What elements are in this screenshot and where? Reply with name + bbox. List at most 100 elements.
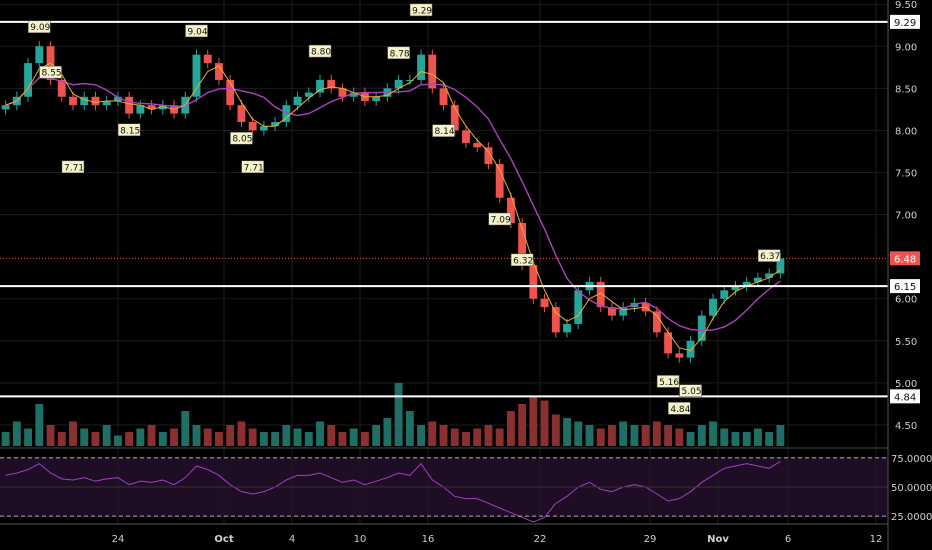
candle-body-56 [630, 302, 639, 308]
candle-body-31 [349, 92, 358, 97]
candle-body-45 [506, 197, 515, 223]
volume-bar-34 [383, 418, 392, 446]
rsi-axis[interactable]: 75.0000 50.0000 25.0000 [891, 454, 932, 523]
current-price-label: 6.48 [894, 254, 916, 265]
annotation-box-10 [409, 3, 433, 17]
annotation-label-1: 7.71 [64, 163, 84, 173]
volume-bar-22 [248, 428, 257, 446]
level-tag-0 [890, 14, 920, 29]
volume-bar-20 [226, 425, 235, 446]
candle-body-7 [80, 96, 89, 106]
price-tick-7: 5.50 [895, 337, 917, 348]
annotation-label-11: 7.09 [491, 216, 511, 226]
candle-body-66 [742, 281, 751, 287]
level-label-1: 6.15 [894, 282, 916, 293]
volume-bar-26 [293, 428, 302, 446]
candle-body-55 [619, 307, 628, 316]
volume-bar-3 [35, 404, 44, 446]
volume-bar-52 [585, 425, 594, 446]
candle-body-61 [686, 340, 695, 358]
candle-body-50 [563, 323, 571, 333]
volume-bar-10 [113, 435, 122, 446]
volume-bar-66 [742, 432, 751, 446]
candle-body-29 [327, 79, 336, 89]
candle-body-26 [293, 96, 302, 106]
volume-bar-59 [664, 425, 673, 446]
candle-body-38 [428, 54, 437, 89]
candle-body-8 [91, 96, 100, 106]
price-tick-4: 7.50 [895, 169, 917, 180]
annotation-box-14 [656, 375, 680, 388]
candle-body-37 [417, 54, 426, 80]
volume-bar-16 [181, 411, 190, 446]
price-tick-3: 8.00 [895, 126, 917, 137]
candle-body-63 [709, 298, 717, 316]
time-tick-9: 12 [870, 534, 883, 545]
level-tag-2 [890, 389, 920, 404]
volume-bar-12 [136, 428, 145, 446]
time-tick-5: 22 [534, 534, 547, 545]
candle-body-27 [304, 92, 313, 97]
annotation-box-15 [679, 384, 702, 397]
level-label-2: 4.84 [894, 392, 916, 403]
candle-body-2 [24, 63, 33, 97]
horizontal-levels: 9.29 6.15 4.84 6.48 [0, 14, 920, 404]
candle-body-3 [35, 46, 44, 64]
volume-bar-63 [709, 421, 717, 446]
volume-bar-69 [776, 425, 785, 446]
price-tick-2: 8.50 [895, 84, 917, 95]
candle-body-67 [753, 277, 762, 282]
annotation-label-7: 8.80 [311, 48, 331, 58]
volume-bar-62 [697, 425, 706, 446]
candle-body-62 [697, 315, 706, 341]
volume-bar-33 [372, 425, 381, 446]
candle-body-18 [203, 54, 212, 64]
annotation-label-3: 8.15 [120, 126, 140, 136]
time-tick-4: 16 [422, 534, 435, 545]
price-tick-8: 5.00 [895, 379, 917, 390]
volume-bar-28 [316, 421, 324, 446]
annotation-label-15: 5.05 [682, 387, 702, 397]
volume-bar-49 [551, 414, 560, 446]
volume-bar-56 [630, 425, 639, 446]
price-pane-bg [0, 0, 888, 446]
candle-body-58 [652, 311, 661, 333]
volume-bar-27 [304, 432, 313, 446]
volume-bar-21 [237, 421, 246, 446]
volume-bar-58 [652, 421, 661, 446]
price-annotations: 9.09 7.71 8.55 8.15 8.05 9.04 7.71 8.80 8.78 8.14… [28, 3, 781, 415]
candle-body-41 [462, 130, 470, 144]
candle-body-30 [338, 88, 347, 97]
volume-bar-35 [394, 383, 403, 446]
candle-body-9 [102, 100, 111, 106]
annotation-box-2 [39, 65, 62, 79]
time-axis[interactable]: 24 Oct 4 10 16 22 29 Nov 6 12 [112, 534, 883, 545]
candle-body-49 [551, 307, 560, 333]
candle-body-68 [765, 273, 774, 278]
rsi-tick-0: 75.0000 [891, 454, 932, 465]
volume-bar-47 [529, 397, 538, 446]
annotation-box-4 [230, 131, 253, 145]
grid-lines [0, 0, 888, 524]
candle-body-48 [540, 298, 549, 308]
candle-body-69 [776, 258, 785, 274]
volume-bar-36 [405, 411, 414, 446]
candle-body-17 [192, 54, 201, 97]
candle-body-23 [259, 126, 268, 131]
price-axis[interactable]: 9.50 9.00 8.50 8.00 7.50 7.00 6.00 5.50 5.00 4.50 [895, 0, 917, 432]
candle-body-53 [596, 281, 605, 308]
annotation-box-16 [757, 249, 781, 262]
candle-body-46 [518, 223, 527, 266]
annotation-box-9 [432, 124, 455, 137]
volume-bar-55 [619, 421, 628, 446]
volume-bar-30 [338, 432, 347, 446]
price-tick-5: 7.00 [895, 211, 917, 222]
candle-body-22 [248, 122, 257, 131]
volume-bar-24 [271, 432, 280, 446]
volume-bar-68 [765, 432, 774, 446]
annotation-label-8: 8.78 [390, 49, 410, 59]
candle-body-60 [675, 353, 684, 358]
volume-bar-60 [675, 428, 684, 446]
annotation-box-1 [61, 160, 85, 174]
